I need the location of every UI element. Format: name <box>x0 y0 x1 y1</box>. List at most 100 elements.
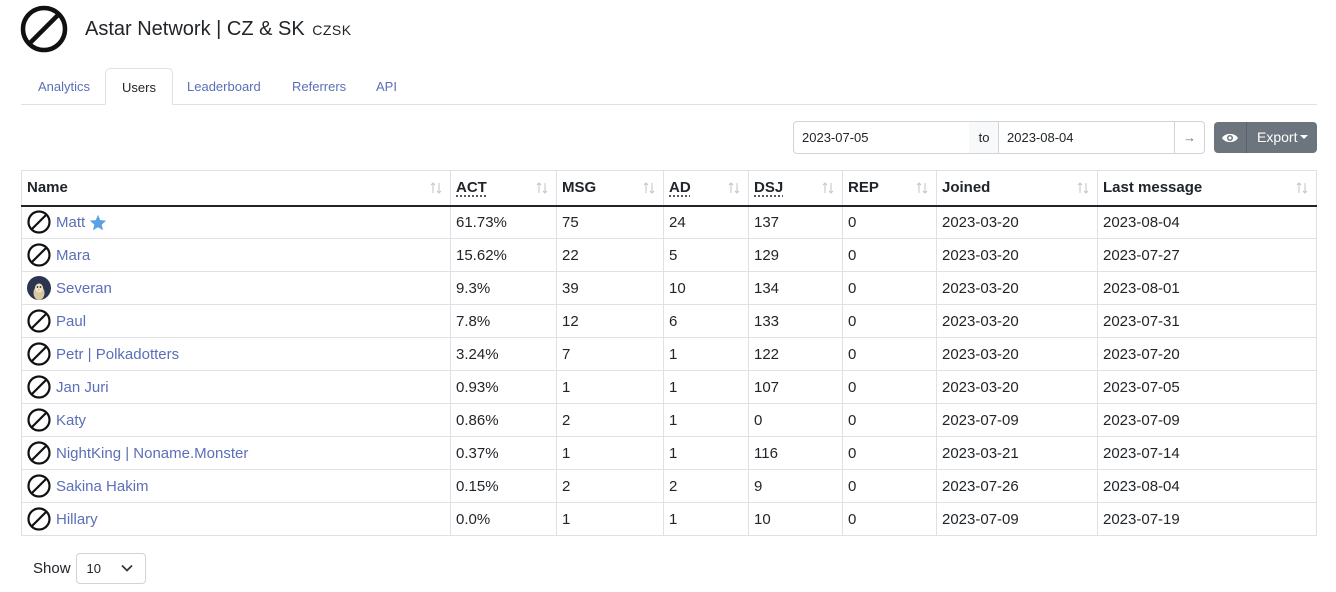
user-link[interactable]: NightKing | Noname.Monster <box>56 444 249 462</box>
table-row: Hillary 0.0% 1 1 10 0 2023-07-09 2023-07… <box>21 502 1317 536</box>
no-entry-icon <box>27 243 51 267</box>
user-link[interactable]: Mara <box>56 246 91 264</box>
no-entry-icon <box>20 5 68 53</box>
table-row: Severan 9.3% 39 10 134 0 2023-03-20 2023… <box>21 271 1317 305</box>
date-from-input[interactable]: 2023-07-05 <box>793 121 970 154</box>
joined-cell: 2023-07-26 <box>936 469 1098 503</box>
last-message-cell: 2023-08-01 <box>1097 271 1317 305</box>
dsj-cell: 137 <box>748 205 843 239</box>
user-link[interactable]: Matt <box>56 213 86 231</box>
rep-cell: 0 <box>842 436 937 470</box>
no-entry-icon <box>27 507 51 531</box>
ad-cell: 5 <box>663 238 749 272</box>
user-link[interactable]: Hillary <box>56 510 98 528</box>
msg-cell: 12 <box>556 304 664 338</box>
user-link[interactable]: Katy <box>56 411 87 429</box>
col-act[interactable]: ACT <box>450 170 557 207</box>
col-ad[interactable]: AD <box>663 170 749 207</box>
rep-cell: 0 <box>842 238 937 272</box>
last-message-cell: 2023-07-14 <box>1097 436 1317 470</box>
sort-icon[interactable] <box>1077 181 1089 195</box>
col-last-message[interactable]: Last message <box>1097 170 1317 207</box>
no-entry-icon <box>27 474 51 498</box>
dsj-cell: 107 <box>748 370 843 404</box>
col-msg[interactable]: MSG <box>556 170 664 207</box>
no-entry-icon <box>27 342 51 366</box>
joined-cell: 2023-03-20 <box>936 370 1098 404</box>
user-link[interactable]: Severan <box>56 279 112 297</box>
last-message-cell: 2023-07-20 <box>1097 337 1317 371</box>
user-link[interactable]: Sakina Hakim <box>56 477 149 495</box>
tab-leaderboard[interactable]: Leaderboard <box>187 79 261 94</box>
col-dsj[interactable]: DSJ <box>748 170 843 207</box>
apply-range-button[interactable]: → <box>1174 121 1205 154</box>
col-joined[interactable]: Joined <box>936 170 1098 207</box>
dsj-cell: 0 <box>748 403 843 437</box>
community-name: Astar Network | CZ & SK <box>85 17 305 40</box>
star-icon <box>90 214 107 231</box>
msg-cell: 1 <box>556 370 664 404</box>
act-cell: 61.73% <box>450 205 557 239</box>
rep-cell: 0 <box>842 337 937 371</box>
page-size-value: 10 <box>86 561 101 576</box>
sort-icon[interactable] <box>643 181 655 195</box>
page-size-control: Show 10 <box>33 553 146 584</box>
chevron-down-icon <box>120 564 133 572</box>
tab-users[interactable]: Users <box>105 68 173 105</box>
view-button[interactable] <box>1214 122 1247 153</box>
last-message-cell: 2023-07-31 <box>1097 304 1317 338</box>
dsj-cell: 129 <box>748 238 843 272</box>
sort-icon[interactable] <box>536 181 548 195</box>
table-row: Jan Juri 0.93% 1 1 107 0 2023-03-20 2023… <box>21 370 1317 404</box>
dsj-cell: 134 <box>748 271 843 305</box>
user-link[interactable]: Paul <box>56 312 87 330</box>
tab-api[interactable]: API <box>376 79 397 94</box>
joined-cell: 2023-03-20 <box>936 304 1098 338</box>
dsj-cell: 10 <box>748 502 843 536</box>
last-message-cell: 2023-07-05 <box>1097 370 1317 404</box>
tab-analytics[interactable]: Analytics <box>38 79 91 94</box>
act-cell: 0.15% <box>450 469 557 503</box>
show-label: Show <box>33 560 71 577</box>
ad-cell: 10 <box>663 271 749 305</box>
rep-cell: 0 <box>842 370 937 404</box>
sort-icon[interactable] <box>430 181 442 195</box>
export-button[interactable]: Export <box>1247 122 1317 153</box>
sort-icon[interactable] <box>1296 181 1308 195</box>
no-entry-icon <box>27 408 51 432</box>
user-link[interactable]: Jan Juri <box>56 378 109 396</box>
col-name[interactable]: Name <box>21 170 451 207</box>
page-size-select[interactable]: 10 <box>75 553 146 584</box>
tab-referrers[interactable]: Referrers <box>292 79 347 94</box>
dsj-cell: 116 <box>748 436 843 470</box>
col-rep[interactable]: REP <box>842 170 937 207</box>
no-entry-icon <box>27 210 51 234</box>
users-table: Name ACT MSG AD DSJ REP Joined Last mess… <box>21 170 1317 536</box>
act-cell: 7.8% <box>450 304 557 338</box>
date-range: 2023-07-05 to 2023-08-04 → <box>793 121 1206 154</box>
table-row: Mara 15.62% 22 5 129 0 2023-03-20 2023-0… <box>21 238 1317 272</box>
date-to-input[interactable]: 2023-08-04 <box>998 121 1175 154</box>
table-row: Katy 0.86% 2 1 0 0 2023-07-09 2023-07-09 <box>21 403 1317 437</box>
sort-icon[interactable] <box>728 181 740 195</box>
table-row: Sakina Hakim 0.15% 2 2 9 0 2023-07-26 20… <box>21 469 1317 503</box>
act-cell: 15.62% <box>450 238 557 272</box>
ad-cell: 1 <box>663 436 749 470</box>
sort-icon[interactable] <box>822 181 834 195</box>
table-row: Petr | Polkadotters 3.24% 7 1 122 0 2023… <box>21 337 1317 371</box>
dsj-cell: 133 <box>748 304 843 338</box>
rep-cell: 0 <box>842 502 937 536</box>
act-cell: 0.37% <box>450 436 557 470</box>
ad-cell: 1 <box>663 370 749 404</box>
table-header-row: Name ACT MSG AD DSJ REP Joined Last mess… <box>21 170 1317 207</box>
user-link[interactable]: Petr | Polkadotters <box>56 345 180 363</box>
joined-cell: 2023-03-20 <box>936 205 1098 239</box>
rep-cell: 0 <box>842 205 937 239</box>
sort-icon[interactable] <box>916 181 928 195</box>
msg-cell: 22 <box>556 238 664 272</box>
table-row: Matt 61.73% 75 24 137 0 2023-03-20 2023-… <box>21 205 1317 239</box>
msg-cell: 7 <box>556 337 664 371</box>
msg-cell: 1 <box>556 502 664 536</box>
joined-cell: 2023-07-09 <box>936 403 1098 437</box>
act-cell: 0.86% <box>450 403 557 437</box>
